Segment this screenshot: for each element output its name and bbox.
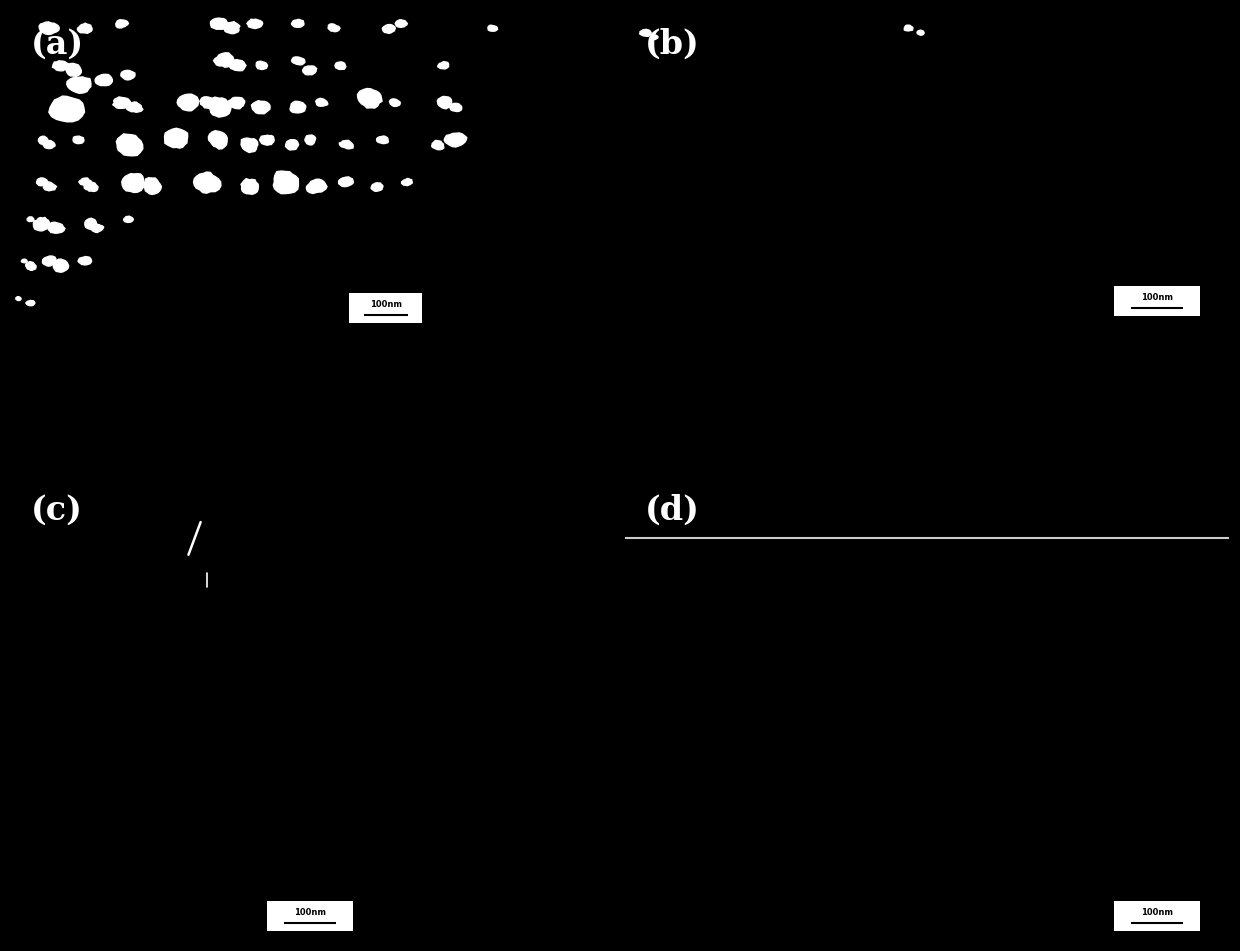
Text: 100nm: 100nm: [1141, 293, 1173, 301]
Polygon shape: [79, 178, 91, 185]
Polygon shape: [432, 141, 444, 149]
Polygon shape: [402, 179, 412, 185]
Polygon shape: [27, 217, 33, 222]
Polygon shape: [52, 61, 68, 70]
Polygon shape: [47, 223, 64, 233]
Polygon shape: [113, 97, 131, 108]
Polygon shape: [165, 128, 187, 148]
Polygon shape: [241, 138, 258, 152]
Polygon shape: [489, 25, 497, 31]
Polygon shape: [303, 66, 316, 75]
Polygon shape: [316, 98, 327, 107]
Polygon shape: [213, 53, 233, 68]
Polygon shape: [918, 30, 924, 35]
Polygon shape: [438, 96, 451, 108]
Polygon shape: [259, 135, 274, 146]
Polygon shape: [273, 171, 299, 194]
Polygon shape: [91, 224, 104, 233]
Polygon shape: [444, 133, 466, 147]
Text: 100nm: 100nm: [1141, 907, 1173, 917]
Polygon shape: [305, 135, 316, 145]
Bar: [1114, 901, 1200, 931]
Polygon shape: [66, 64, 82, 76]
Polygon shape: [389, 99, 401, 107]
Polygon shape: [290, 102, 306, 113]
Polygon shape: [247, 19, 263, 29]
Polygon shape: [33, 218, 50, 231]
Polygon shape: [77, 23, 92, 33]
Polygon shape: [73, 136, 84, 144]
Polygon shape: [257, 61, 268, 69]
Polygon shape: [329, 24, 340, 31]
Polygon shape: [43, 182, 57, 191]
Text: 100nm: 100nm: [294, 907, 326, 917]
Polygon shape: [208, 130, 227, 149]
Polygon shape: [21, 259, 27, 262]
Polygon shape: [640, 29, 651, 36]
Polygon shape: [43, 141, 55, 148]
Polygon shape: [371, 183, 383, 191]
Polygon shape: [38, 136, 48, 145]
Text: (d): (d): [645, 495, 699, 527]
Polygon shape: [650, 35, 658, 40]
Polygon shape: [84, 182, 98, 191]
Polygon shape: [193, 172, 221, 193]
Polygon shape: [229, 60, 246, 70]
Polygon shape: [339, 177, 353, 186]
Polygon shape: [78, 257, 92, 265]
Polygon shape: [120, 70, 135, 80]
Polygon shape: [126, 102, 143, 112]
Polygon shape: [53, 259, 68, 272]
Polygon shape: [40, 22, 60, 34]
Text: (c): (c): [31, 495, 82, 527]
Polygon shape: [117, 134, 143, 156]
Polygon shape: [84, 218, 97, 230]
Polygon shape: [252, 101, 270, 114]
Polygon shape: [228, 97, 244, 108]
Polygon shape: [36, 178, 47, 185]
Polygon shape: [143, 178, 161, 194]
Polygon shape: [377, 136, 388, 144]
Polygon shape: [335, 62, 346, 69]
Polygon shape: [67, 77, 91, 93]
Polygon shape: [382, 25, 396, 33]
Polygon shape: [223, 22, 239, 33]
Polygon shape: [340, 141, 353, 149]
Text: 100nm: 100nm: [370, 300, 402, 309]
Polygon shape: [124, 216, 134, 223]
Polygon shape: [177, 94, 198, 111]
Bar: [268, 901, 352, 931]
Polygon shape: [285, 140, 299, 150]
Polygon shape: [291, 57, 305, 65]
Polygon shape: [95, 74, 113, 86]
Text: (b): (b): [645, 29, 699, 61]
Polygon shape: [48, 96, 84, 122]
Polygon shape: [211, 18, 228, 29]
Polygon shape: [357, 88, 382, 108]
Text: (a): (a): [31, 29, 83, 61]
Bar: [1114, 285, 1200, 316]
Polygon shape: [291, 19, 304, 28]
Polygon shape: [26, 301, 35, 305]
Polygon shape: [904, 25, 913, 31]
Polygon shape: [26, 262, 36, 270]
Polygon shape: [122, 174, 144, 192]
Polygon shape: [306, 179, 327, 193]
Polygon shape: [42, 256, 56, 266]
Polygon shape: [438, 62, 449, 68]
Polygon shape: [396, 20, 408, 28]
Polygon shape: [450, 104, 461, 111]
Polygon shape: [241, 179, 258, 194]
Polygon shape: [16, 297, 21, 301]
Polygon shape: [208, 97, 231, 117]
Polygon shape: [200, 97, 216, 108]
Bar: [350, 293, 423, 323]
Polygon shape: [115, 20, 129, 28]
